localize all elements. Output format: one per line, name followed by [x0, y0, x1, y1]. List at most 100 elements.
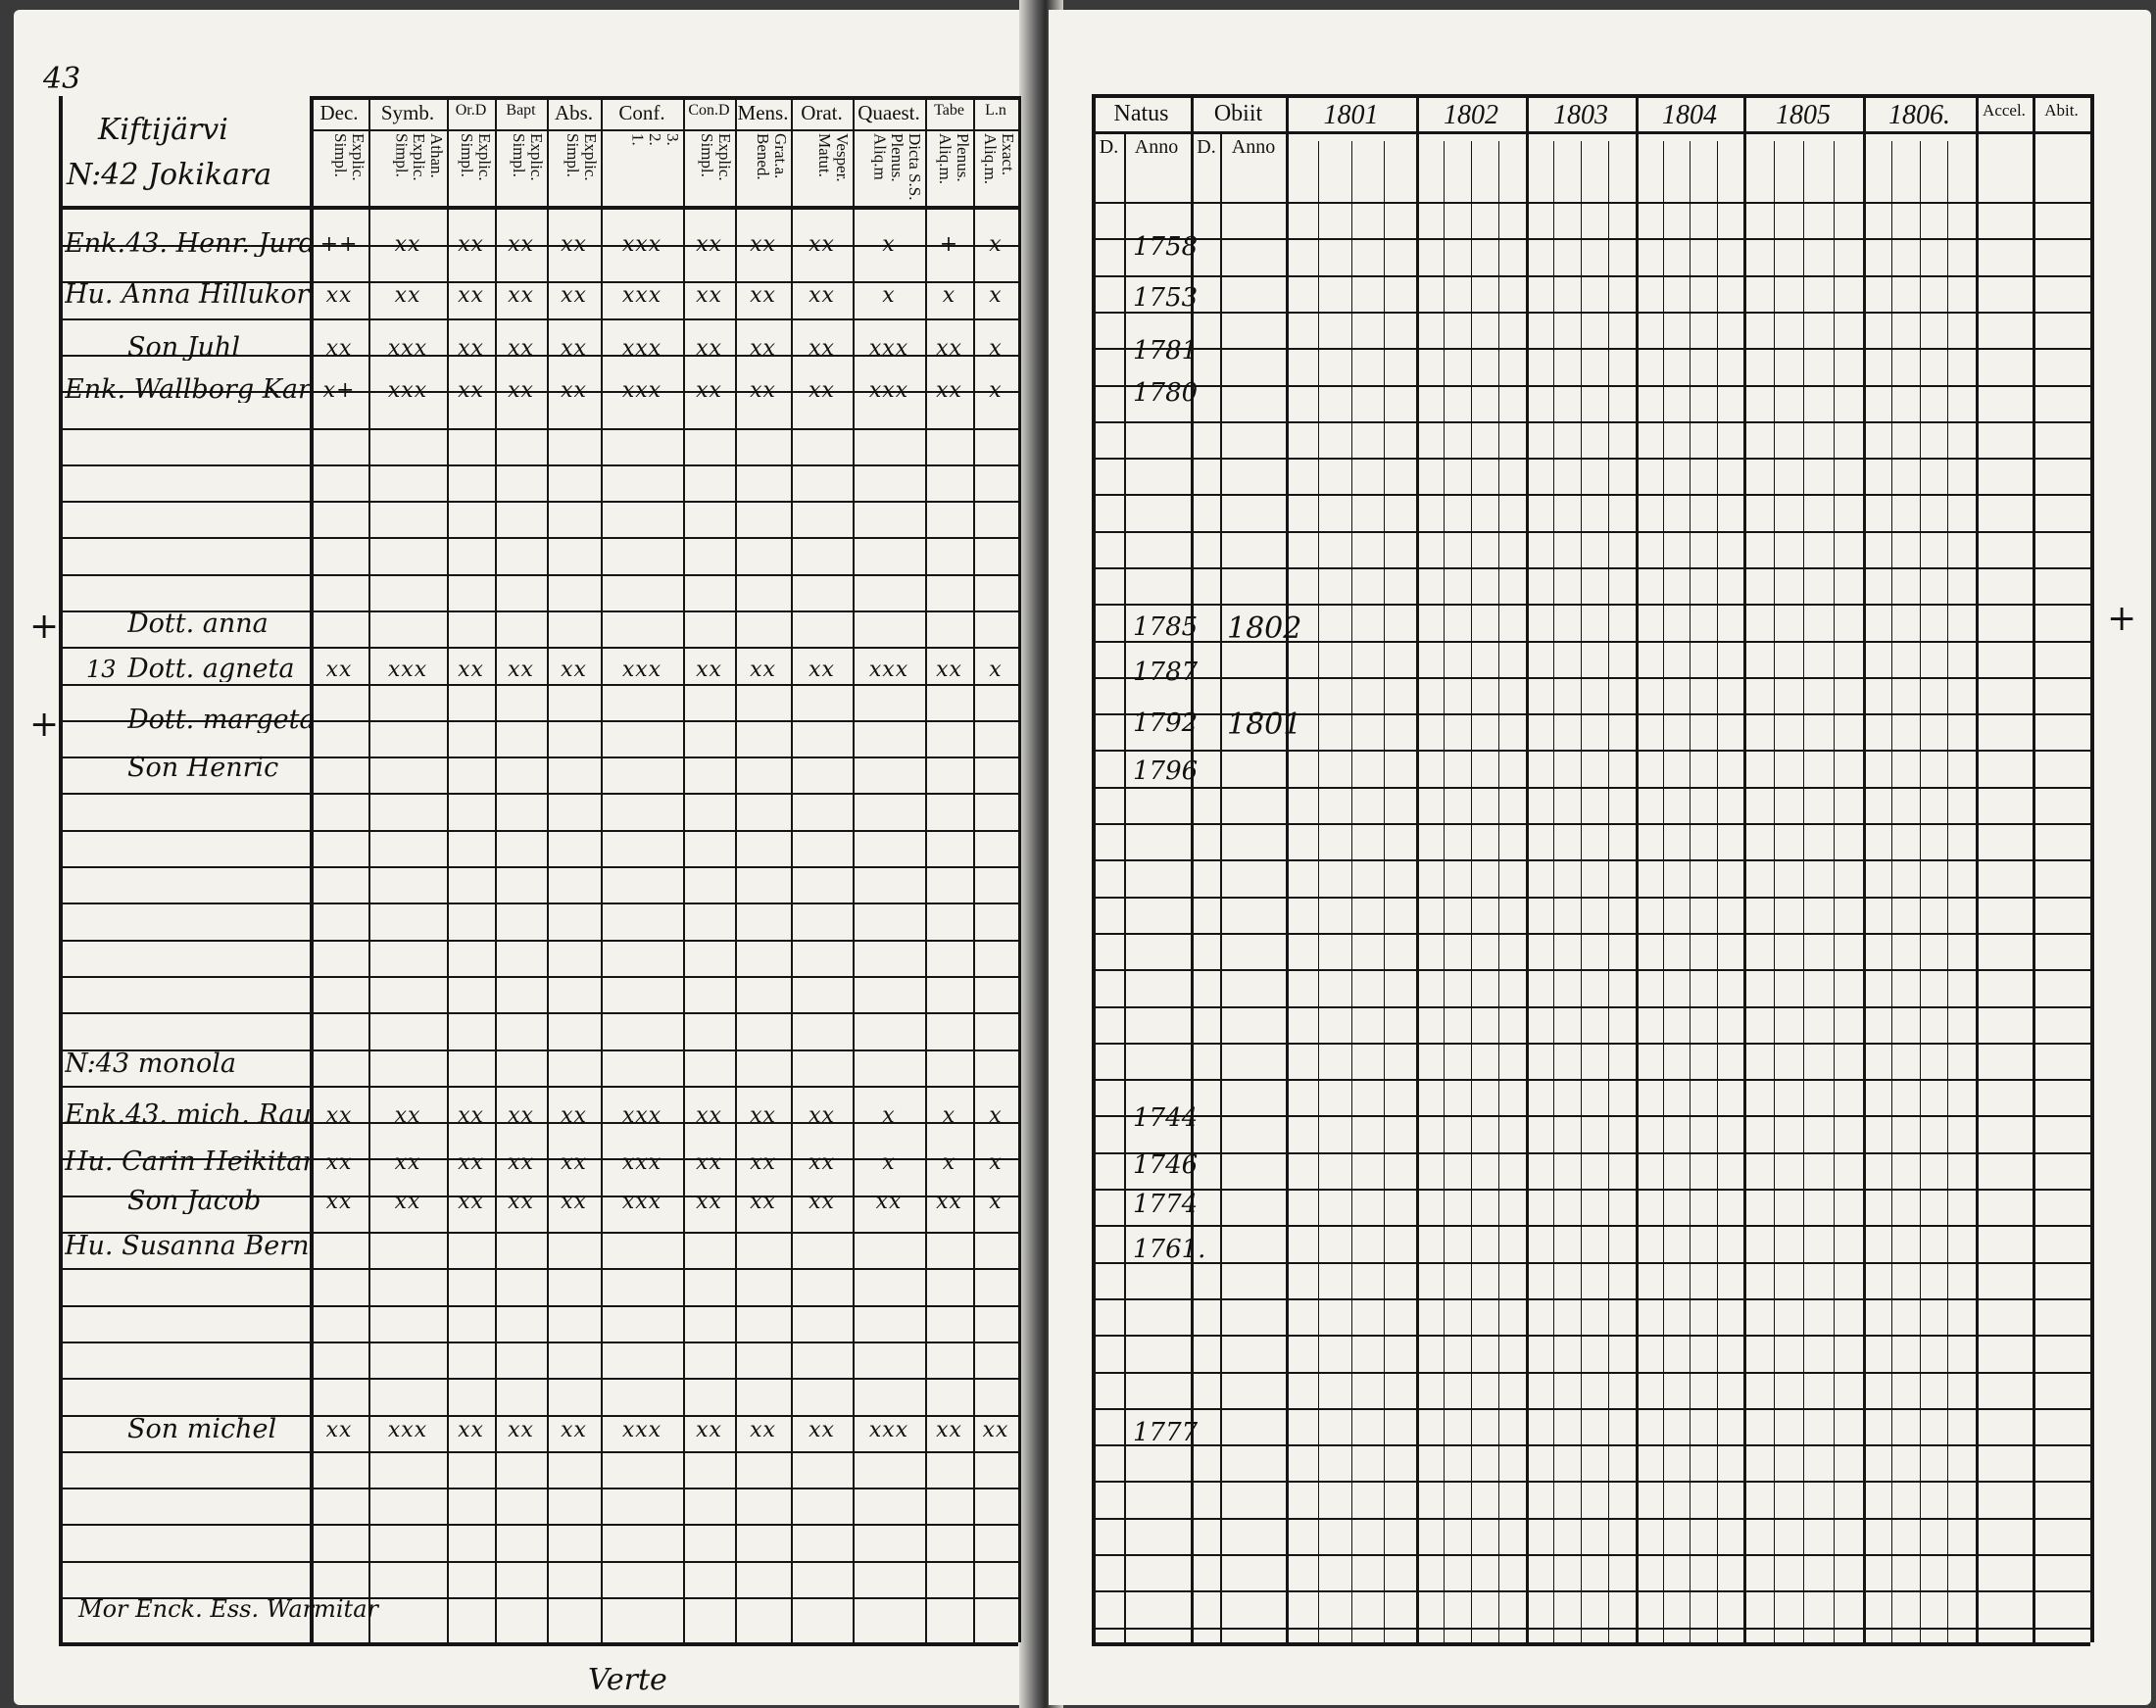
catechism-mark: xx: [750, 1418, 776, 1442]
column-line: [1636, 94, 1639, 1642]
column-header-title: Natus: [1113, 101, 1169, 126]
rule-line: [1092, 202, 2090, 204]
column-subheader-anno: Anno: [1134, 136, 1179, 158]
page-number: 43: [43, 62, 81, 96]
catechism-mark: ++: [319, 232, 359, 257]
rule-line: [1092, 787, 2090, 789]
catechism-mark: xx: [808, 283, 835, 308]
catechism-mark: xxx: [621, 658, 662, 682]
rule-line: [1092, 458, 2090, 460]
header-top-rule: [1092, 94, 2090, 98]
catechism-mark: xx: [508, 336, 534, 361]
catechism-mark: x: [989, 1103, 1003, 1128]
column-line: [683, 96, 685, 1642]
header-mid-rule: [310, 129, 1018, 131]
rule-line: [1092, 1481, 2090, 1483]
catechism-mark: xx: [561, 232, 587, 257]
catechism-mark: xx: [508, 1190, 534, 1214]
year-subcolumn-line: [1498, 141, 1499, 1642]
rule-line: [1092, 1298, 2090, 1300]
catechism-mark: xxx: [387, 1418, 428, 1442]
catechism-mark: x: [942, 1150, 956, 1175]
column-line: [1416, 94, 1419, 1642]
rule-line: [1092, 1408, 2090, 1410]
catechism-mark: xxx: [621, 1103, 662, 1128]
catechism-mark: xx: [936, 336, 962, 361]
rule-line: [59, 1122, 1018, 1124]
column-header-title: 1804: [1662, 100, 1717, 130]
rule-line: [1092, 897, 2090, 899]
rule-line: [59, 1342, 1018, 1343]
catechism-mark: xx: [982, 1418, 1009, 1442]
entry-prefix: 13: [86, 656, 117, 683]
catechism-mark: xx: [325, 1418, 353, 1442]
rule-line: [1092, 1590, 2090, 1592]
rule-line: [59, 1049, 1018, 1051]
rule-line: [59, 1158, 1018, 1160]
column-line: [447, 96, 449, 1642]
rule-line: [1092, 275, 2090, 277]
rule-line: [1092, 750, 2090, 752]
catechism-mark: xx: [325, 336, 353, 361]
catechism-mark: xx: [561, 1103, 587, 1128]
rule-line: [59, 756, 1018, 758]
year-subcolumn-line: [1444, 141, 1445, 1642]
rule-line: [1092, 567, 2090, 569]
catechism-mark: x: [942, 1103, 956, 1128]
rule-line: [59, 391, 1018, 393]
right-page: [1049, 10, 2151, 1705]
entry-name: Dott. anna: [127, 610, 269, 637]
catechism-mark: xxx: [387, 336, 428, 361]
catechism-mark: xx: [458, 1150, 484, 1175]
catechism-mark: xxx: [621, 378, 662, 403]
bottom-rule: [1092, 1642, 2090, 1646]
catechism-mark: xx: [808, 336, 835, 361]
rule-line: [59, 830, 1018, 832]
rule-line: [1092, 1189, 2090, 1191]
column-line: [1286, 94, 1289, 1642]
rule-line: [1092, 677, 2090, 679]
catechism-mark: xx: [808, 1150, 835, 1175]
rule-line: [59, 428, 1018, 430]
column-header-title: Symb.: [380, 101, 435, 124]
entry-name: Dott. agneta: [127, 656, 295, 682]
column-header-title: Quaest.: [858, 101, 920, 124]
catechism-mark: xx: [394, 232, 421, 257]
column-line: [1976, 94, 1979, 1642]
column-line: [1124, 131, 1126, 1642]
rule-line: [1092, 1152, 2090, 1154]
rule-line: [59, 903, 1018, 904]
rule-line: [59, 1561, 1018, 1563]
catechism-mark: xx: [458, 1103, 484, 1128]
column-header-title: 1803: [1553, 100, 1608, 130]
catechism-mark: xx: [394, 283, 421, 308]
entry-name: Son Juhl: [127, 334, 240, 361]
rule-line: [1092, 238, 2090, 240]
catechism-mark: xx: [750, 658, 776, 682]
catechism-mark: xx: [875, 1190, 903, 1214]
rule-line: [1092, 823, 2090, 825]
catechism-mark: xx: [508, 658, 534, 682]
column-header-title: Abs.: [554, 101, 594, 124]
catechism-mark: xxx: [868, 378, 909, 403]
catechism-mark: xx: [561, 336, 587, 361]
year-subcolumn-line: [1581, 141, 1582, 1642]
year-subcolumn-line: [1947, 141, 1948, 1642]
column-line: [1220, 131, 1222, 1642]
rule-line: [1092, 1043, 2090, 1045]
birth-year: 1796: [1133, 756, 1199, 786]
catechism-mark: xx: [458, 658, 484, 682]
catechism-mark: xx: [508, 1418, 534, 1442]
catechism-mark: xx: [936, 658, 962, 682]
catechism-mark: xx: [508, 1103, 534, 1128]
catechism-mark: x: [989, 1190, 1003, 1214]
catechism-mark: xxx: [621, 1190, 662, 1214]
death-year: 1801: [1227, 708, 1302, 742]
column-line: [1743, 94, 1746, 1642]
year-subcolumn-line: [1471, 141, 1472, 1642]
rule-line: [1092, 1225, 2090, 1227]
catechism-mark: xx: [696, 1150, 722, 1175]
column-header-sub: Plenus. Aliq.m.: [936, 133, 972, 184]
rule-line: [59, 647, 1018, 649]
birth-year: 1792: [1133, 708, 1199, 738]
